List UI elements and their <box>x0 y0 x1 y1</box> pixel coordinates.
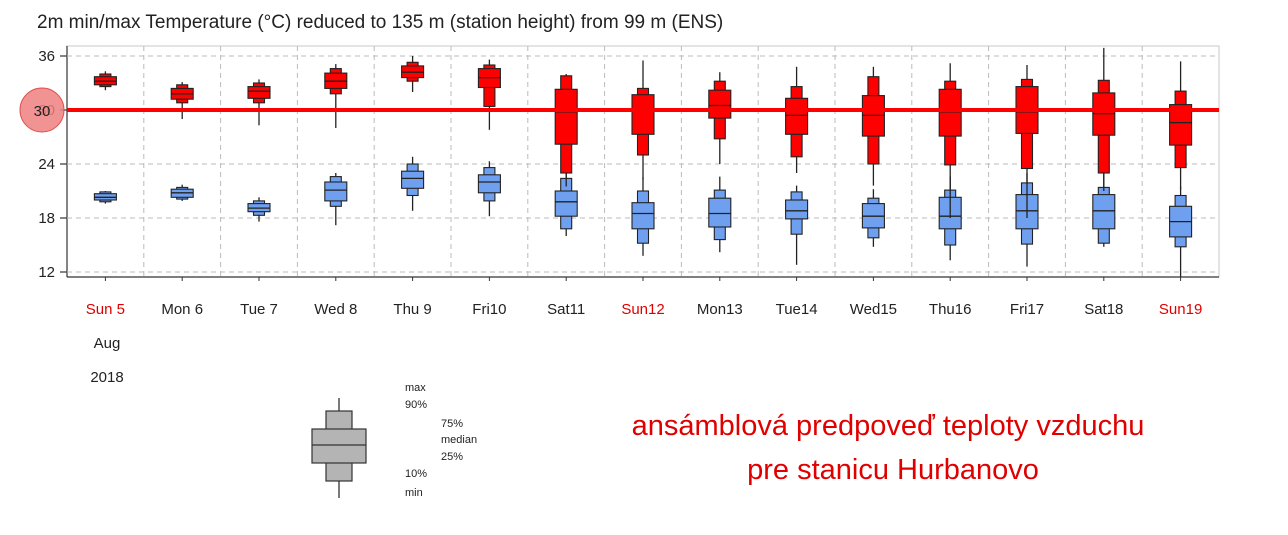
x-tick-label: Mon 6 <box>161 301 203 318</box>
annotation-line-2: pre stanicu Hurbanovo <box>747 454 1039 486</box>
legend: max 90% 75% median 25% 10% min <box>311 382 477 499</box>
min-series-box-25-75 <box>631 202 655 230</box>
annotation-line-1: ansámblová predpoveď teploty vzduchu <box>632 410 1145 442</box>
legend-label-p90: 90% <box>405 399 427 411</box>
threshold-marker-label: 30 <box>34 103 51 120</box>
x-tick-label: Mon13 <box>697 301 743 318</box>
threshold-highlight-circle <box>19 87 65 133</box>
min-series-box-25-75 <box>708 197 732 228</box>
x-year-label: 2018 <box>90 369 123 386</box>
x-tick-label: Fri17 <box>1010 301 1044 318</box>
y-tick-label: 18 <box>38 210 55 227</box>
legend-label-p25: 25% <box>441 451 463 463</box>
min-series-box-25-75 <box>1092 194 1116 230</box>
legend-label-min: min <box>405 487 423 499</box>
y-axis: 1218243036 <box>38 48 67 281</box>
series-min-boxes <box>93 156 1193 277</box>
series-max-boxes <box>93 47 1193 218</box>
x-axis: Sun 5 Mon 6 Tue 7 Wed 8 Thu 9 Fri10 Sat11 Sun12… <box>86 277 1202 318</box>
y-tick-label: 12 <box>38 264 55 281</box>
max-series-box-25-75 <box>785 97 809 135</box>
legend-label-p10: 10% <box>405 468 427 480</box>
legend-label-p75: 75% <box>441 418 463 430</box>
min-series-box-25-75 <box>401 170 425 189</box>
min-series-box-25-75 <box>785 199 809 220</box>
legend-inner-box <box>311 428 367 464</box>
x-tick-label: Sun19 <box>1159 301 1202 318</box>
max-series-box-25-75 <box>631 94 655 135</box>
max-series-box-25-75 <box>1169 104 1193 146</box>
min-series-box-25-75 <box>477 174 501 194</box>
x-tick-label: Fri10 <box>472 301 506 318</box>
max-series-box-25-75 <box>708 89 732 119</box>
x-tick-label: Tue 7 <box>240 301 278 318</box>
min-series-box-25-75 <box>554 190 578 217</box>
legend-label-max: max <box>405 382 426 394</box>
chart-title: 2m min/max Temperature (°C) reduced to 1… <box>37 12 723 33</box>
x-tick-label: Wed 8 <box>314 301 357 318</box>
y-tick-label: 36 <box>38 48 55 65</box>
x-tick-label: Sun12 <box>621 301 664 318</box>
max-series-box-25-75 <box>938 88 962 137</box>
x-month-label: Aug <box>94 335 121 352</box>
threshold: 30 <box>19 87 1219 133</box>
max-series-box-25-75 <box>554 88 578 145</box>
x-tick-label: Thu 9 <box>393 301 431 318</box>
x-tick-label: Tue14 <box>776 301 818 318</box>
y-tick-label: 24 <box>38 156 55 173</box>
x-tick-label: Sun 5 <box>86 301 125 318</box>
x-tick-label: Sat18 <box>1084 301 1123 318</box>
min-series-box-25-75 <box>324 181 348 202</box>
legend-label-median: median <box>441 434 477 446</box>
x-tick-label: Thu16 <box>929 301 972 318</box>
max-series-box-25-75 <box>247 86 271 99</box>
x-tick-label: Sat11 <box>547 301 585 318</box>
x-tick-label: Wed15 <box>850 301 897 318</box>
